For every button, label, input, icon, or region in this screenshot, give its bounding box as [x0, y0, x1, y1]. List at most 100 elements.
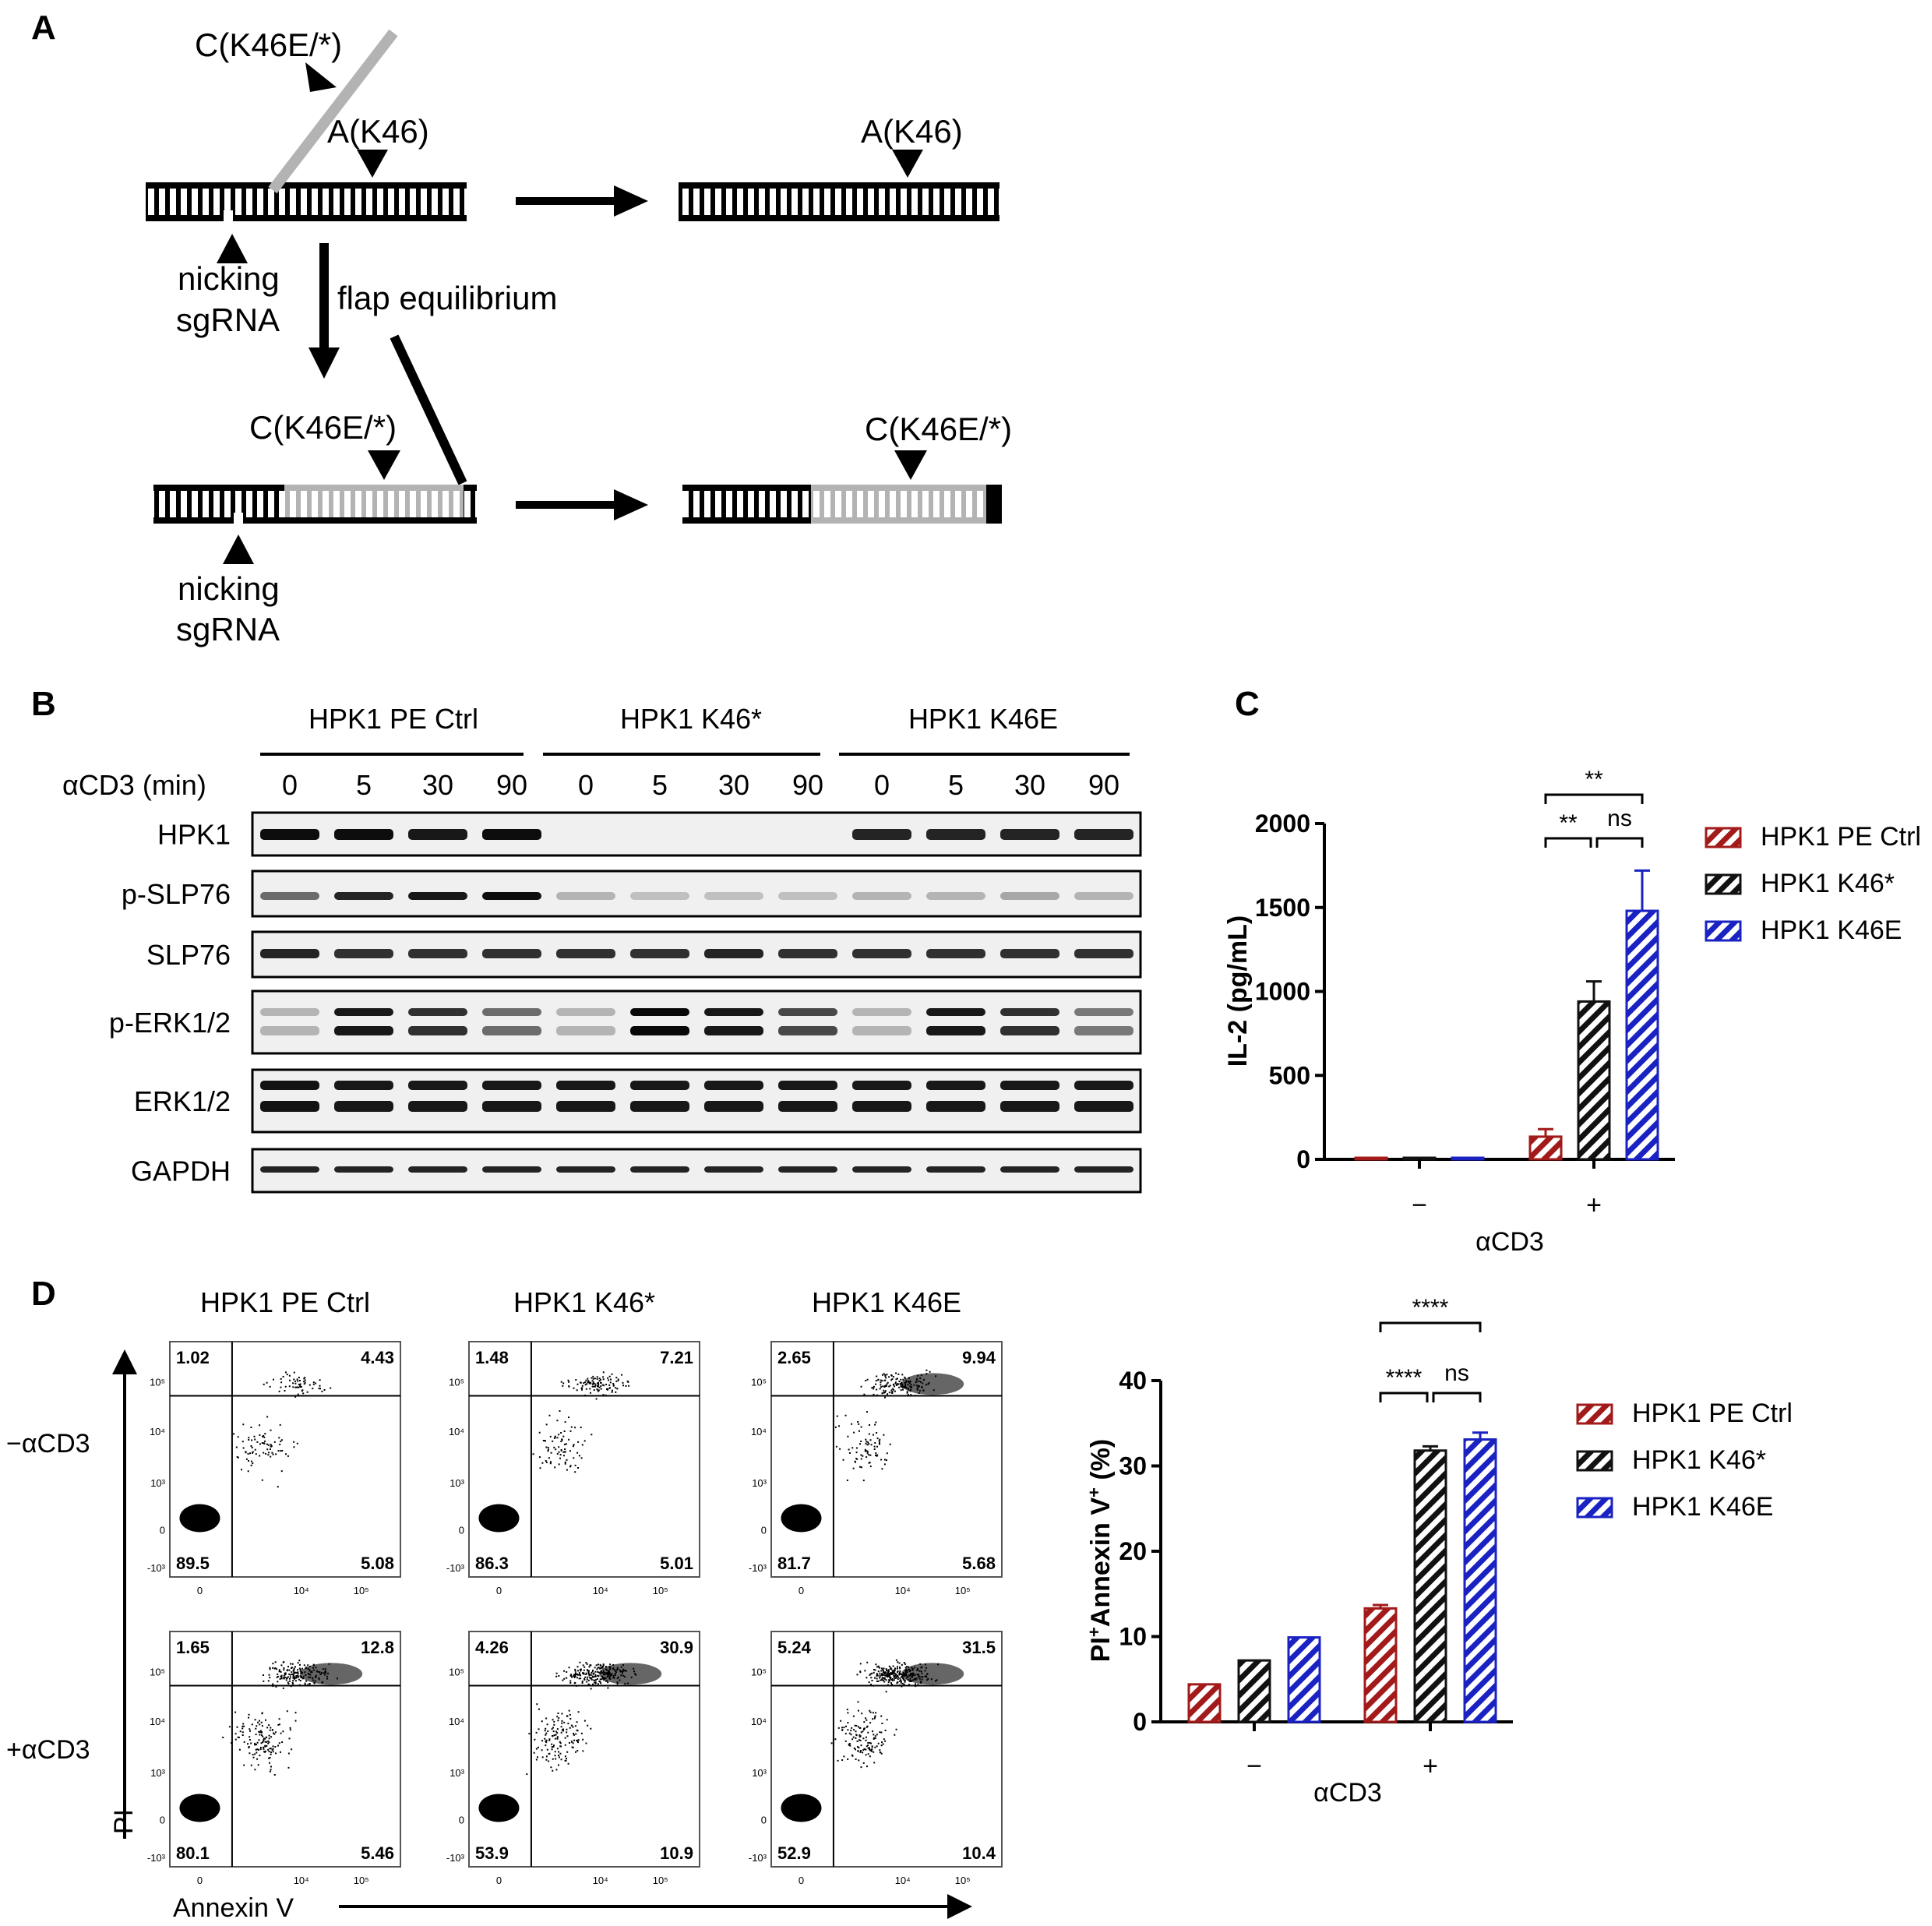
quadrant-value: 9.94 [962, 1348, 996, 1367]
blot-band [630, 1101, 689, 1112]
dna-duplex-top-left [146, 182, 467, 224]
blot-band [260, 829, 319, 840]
blot-band [334, 892, 393, 900]
nick-label-2b: sgRNA [176, 611, 280, 647]
significance-label: **** [1412, 1295, 1449, 1321]
blot-band [630, 1026, 689, 1035]
quadrant-value: 5.01 [660, 1554, 693, 1573]
live-population [781, 1794, 822, 1822]
significance-bracket [1379, 1321, 1482, 1332]
blot-band [260, 1081, 319, 1090]
bar [1577, 1000, 1611, 1161]
flow-axis-tick: 10⁴ [593, 1585, 608, 1596]
flow-axis-tick: 10⁵ [955, 1875, 971, 1886]
dna-duplex-bottom-right [682, 485, 1002, 524]
bar [1354, 1156, 1388, 1161]
edit-site-arrow [305, 62, 337, 92]
blot-band [630, 892, 689, 900]
blot-band [852, 829, 911, 840]
blot-label: SLP76 [146, 939, 231, 971]
significance-label: ** [1585, 767, 1603, 792]
dna-duplex-bottom-left [153, 485, 477, 527]
flow-plot-frame [169, 1631, 401, 1868]
blot-band [1000, 829, 1059, 840]
y-tick-label: 40 [1119, 1367, 1147, 1395]
blot-group-label: HPK1 K46* [620, 703, 762, 735]
d-category-label: − [1246, 1751, 1262, 1781]
timepoint-label: 5 [652, 769, 668, 801]
nick-arrow-1 [217, 234, 248, 263]
blot-band [1074, 1166, 1133, 1173]
blot-band [334, 1008, 393, 1016]
blot-band [778, 1008, 837, 1016]
flow-axis-tick: 10³ [752, 1477, 767, 1489]
blot-band [926, 829, 985, 840]
blot-label: ERK1/2 [134, 1085, 231, 1117]
blot-band [1074, 1026, 1133, 1035]
blot-band [926, 1026, 985, 1035]
timepoint-label: 30 [422, 769, 453, 801]
legend-swatch [1705, 873, 1742, 895]
legend-label: HPK1 K46* [1761, 869, 1895, 898]
blot-band [852, 1008, 911, 1016]
quadrant-value: 5.24 [777, 1638, 812, 1657]
quadrant-value: 1.48 [475, 1348, 509, 1367]
apoptotic-population [901, 1373, 964, 1395]
significance-label: ** [1559, 810, 1578, 836]
quadrant-value: 10.4 [962, 1843, 996, 1863]
blot-band [704, 949, 763, 958]
quadrant-value: 1.65 [176, 1638, 210, 1657]
quadrant-value: 86.3 [475, 1554, 509, 1573]
d-significance: **** **** ns [1379, 1295, 1482, 1402]
timepoint-label: 90 [496, 769, 527, 801]
blot-band [260, 1166, 319, 1173]
blot-band [260, 1101, 319, 1112]
blot-band [1000, 892, 1059, 900]
y-tick-label: 1000 [1255, 978, 1310, 1006]
c-legend: HPK1 PE Ctrl HPK1 K46* HPK1 K46E [1705, 822, 1921, 945]
quadrant-value: 4.26 [475, 1638, 509, 1657]
blot-band [334, 1081, 393, 1090]
legend-swatch [1705, 920, 1742, 942]
blot-band [778, 1101, 837, 1112]
panel-d-apoptosis-chart: 0 10 20 30 40 **** **** ns − + αCD3 PI+Annexin… [1084, 1295, 1793, 1808]
quadrant-value: 12.8 [361, 1638, 394, 1657]
equilibrium-label: flap equilibrium [337, 280, 557, 316]
original-site-arrow [357, 150, 388, 178]
quadrant-value: 5.68 [962, 1554, 996, 1573]
flow-axis-tick: -10³ [749, 1852, 767, 1864]
pi-axis-label: PI [109, 1809, 139, 1834]
blot-band [556, 1081, 615, 1090]
blot-band [556, 1026, 615, 1035]
quadrant-value: 89.5 [176, 1554, 210, 1573]
blot-band [1074, 892, 1133, 900]
blot-band [260, 1008, 319, 1016]
significance-bracket [1432, 1392, 1482, 1402]
blot-band [630, 1166, 689, 1173]
blot-band [852, 1081, 911, 1090]
blot-band [260, 892, 319, 900]
blot-band [1074, 949, 1133, 958]
blot-band [852, 1026, 911, 1035]
result-original-label: A(K46) [861, 113, 963, 150]
d-category-label: + [1423, 1751, 1438, 1781]
c-x-axis-label: αCD3 [1475, 1227, 1544, 1257]
blot-band [408, 1101, 467, 1112]
blot-band [778, 1026, 837, 1035]
nick-arrow-2 [223, 534, 254, 564]
legend-swatch [1705, 827, 1742, 848]
significance-bracket [1379, 1392, 1429, 1402]
flow-column-header: HPK1 K46E [812, 1286, 961, 1318]
y-tick-label: 0 [1133, 1708, 1147, 1736]
flow-axis-tick: 10³ [752, 1767, 767, 1779]
timepoint-label: 30 [718, 769, 749, 801]
blot-group-label: HPK1 PE Ctrl [308, 703, 478, 735]
blot-band [1074, 1008, 1133, 1016]
flow-axis-tick: 10³ [150, 1767, 165, 1779]
quadrant-value: 81.7 [777, 1554, 811, 1573]
flow-axis-tick: 10⁴ [593, 1875, 608, 1886]
dna-duplex-top-right [679, 182, 999, 221]
flow-axis-tick: 0 [761, 1525, 767, 1536]
